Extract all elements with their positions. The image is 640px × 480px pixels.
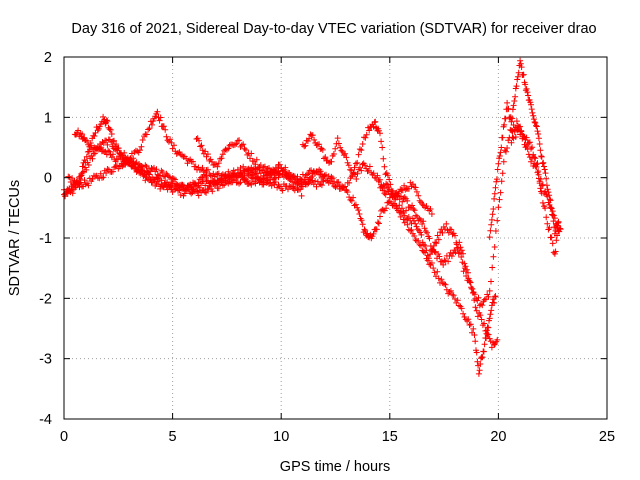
y-tick-label: 2 <box>44 50 52 66</box>
x-tick-label: 20 <box>490 429 506 445</box>
grid <box>64 57 607 419</box>
x-tick-label: 5 <box>169 429 177 445</box>
y-tick-label: -2 <box>39 291 52 307</box>
x-axis-label: GPS time / hours <box>280 459 390 475</box>
y-tick-label: 0 <box>44 171 52 187</box>
y-tick-label: -4 <box>39 412 52 428</box>
y-tick-label: -1 <box>39 231 52 247</box>
x-tick-label: 0 <box>60 429 68 445</box>
chart-title: Day 316 of 2021, Sidereal Day-to-day VTE… <box>71 21 596 37</box>
series-track-j <box>508 126 562 257</box>
ticks: 0 5 10 15 20 25 -4 -3 -2 -1 0 1 2 <box>39 50 615 445</box>
y-tick-label: 1 <box>44 110 52 126</box>
x-tick-label: 10 <box>273 429 289 445</box>
x-tick-label: 15 <box>382 429 398 445</box>
data-point-markers <box>299 131 501 351</box>
series-track-i <box>486 57 562 241</box>
series-track-g <box>299 131 501 351</box>
x-tick-label: 25 <box>599 429 615 445</box>
y-axis-label: SDTVAR / TECUs <box>7 180 23 296</box>
data-point-markers <box>486 57 562 241</box>
data-point-markers <box>508 126 562 257</box>
y-tick-label: -3 <box>39 352 52 368</box>
